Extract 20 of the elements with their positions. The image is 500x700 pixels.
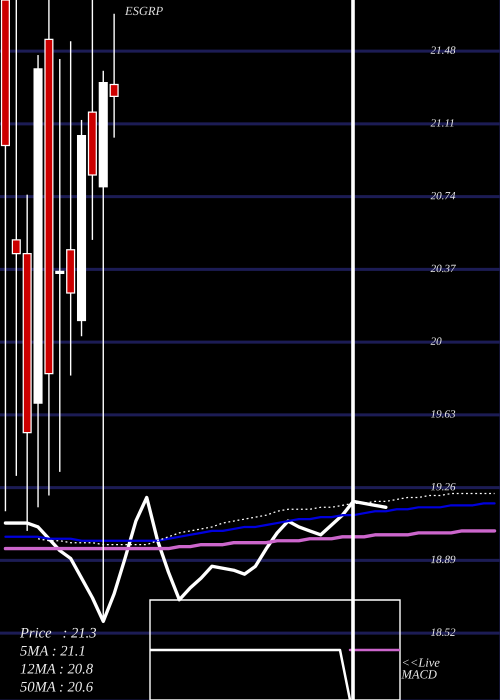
annotation: 5MA : 21.1 xyxy=(20,646,84,656)
line-series xyxy=(4,502,496,542)
annotation: Price : 21.3 xyxy=(20,628,96,638)
candlestick xyxy=(0,0,10,512)
annotation: <<Live MACD xyxy=(401,658,440,679)
y-tick-label: 19.63 xyxy=(430,410,456,418)
y-tick-label: 21.48 xyxy=(430,46,456,54)
y-tick-label: 20 xyxy=(430,337,442,345)
candlestick xyxy=(76,119,86,337)
y-tick-label: 21.11 xyxy=(430,119,454,127)
y-tick-label: 18.89 xyxy=(430,556,456,564)
annotation: 12MA : 20.8 xyxy=(20,664,93,674)
y-tick-label: 20.74 xyxy=(430,192,456,200)
line-series xyxy=(4,529,496,550)
candlestick xyxy=(34,54,43,508)
y-tick-label: 19.26 xyxy=(430,482,456,490)
annotation: 50MA : 20.6 xyxy=(20,682,93,692)
chart-title: ESGRP xyxy=(124,6,163,16)
y-tick-label: 20.37 xyxy=(430,264,456,272)
y-tick-label: 18.52 xyxy=(430,628,456,636)
